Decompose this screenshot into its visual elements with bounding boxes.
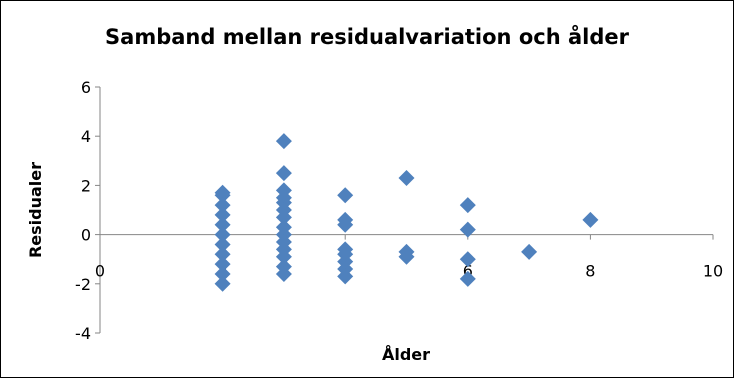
- y-tick-label: 0: [81, 226, 91, 245]
- data-point: [214, 265, 231, 282]
- y-axis-label: Residualer: [26, 162, 45, 258]
- x-tick-label: 0: [95, 262, 105, 281]
- data-point: [337, 216, 354, 233]
- data-point: [275, 209, 292, 226]
- data-point: [214, 187, 231, 204]
- chart-title: Samband mellan residualvariation och åld…: [105, 24, 630, 49]
- data-point: [459, 251, 476, 268]
- data-point: [214, 246, 231, 263]
- data-point: [275, 265, 292, 282]
- x-tick-label: 10: [703, 262, 723, 281]
- x-tick-label: 8: [585, 262, 595, 281]
- data-point: [459, 270, 476, 287]
- x-axis-label: Ålder: [382, 345, 430, 364]
- data-point: [398, 170, 415, 187]
- data-point: [582, 211, 599, 228]
- data-point: [275, 133, 292, 150]
- data-point: [275, 248, 292, 265]
- y-tick-label: -2: [75, 275, 91, 294]
- data-point: [337, 268, 354, 285]
- y-tick-label: 2: [81, 176, 91, 195]
- y-tick-label: 6: [81, 78, 91, 97]
- data-point: [459, 221, 476, 238]
- data-point: [398, 248, 415, 265]
- axes: -4-202460246810: [75, 78, 723, 343]
- data-point: [214, 226, 231, 243]
- y-tick-label: 4: [81, 127, 91, 146]
- data-point: [214, 236, 231, 253]
- data-point: [275, 165, 292, 182]
- data-point: [214, 275, 231, 292]
- data-point: [214, 256, 231, 273]
- data-point: [214, 197, 231, 214]
- data-point: [459, 197, 476, 214]
- data-points: [214, 133, 599, 292]
- data-point: [521, 243, 538, 260]
- data-point: [214, 206, 231, 223]
- data-point: [337, 187, 354, 204]
- y-tick-label: -4: [75, 324, 91, 343]
- data-point: [214, 216, 231, 233]
